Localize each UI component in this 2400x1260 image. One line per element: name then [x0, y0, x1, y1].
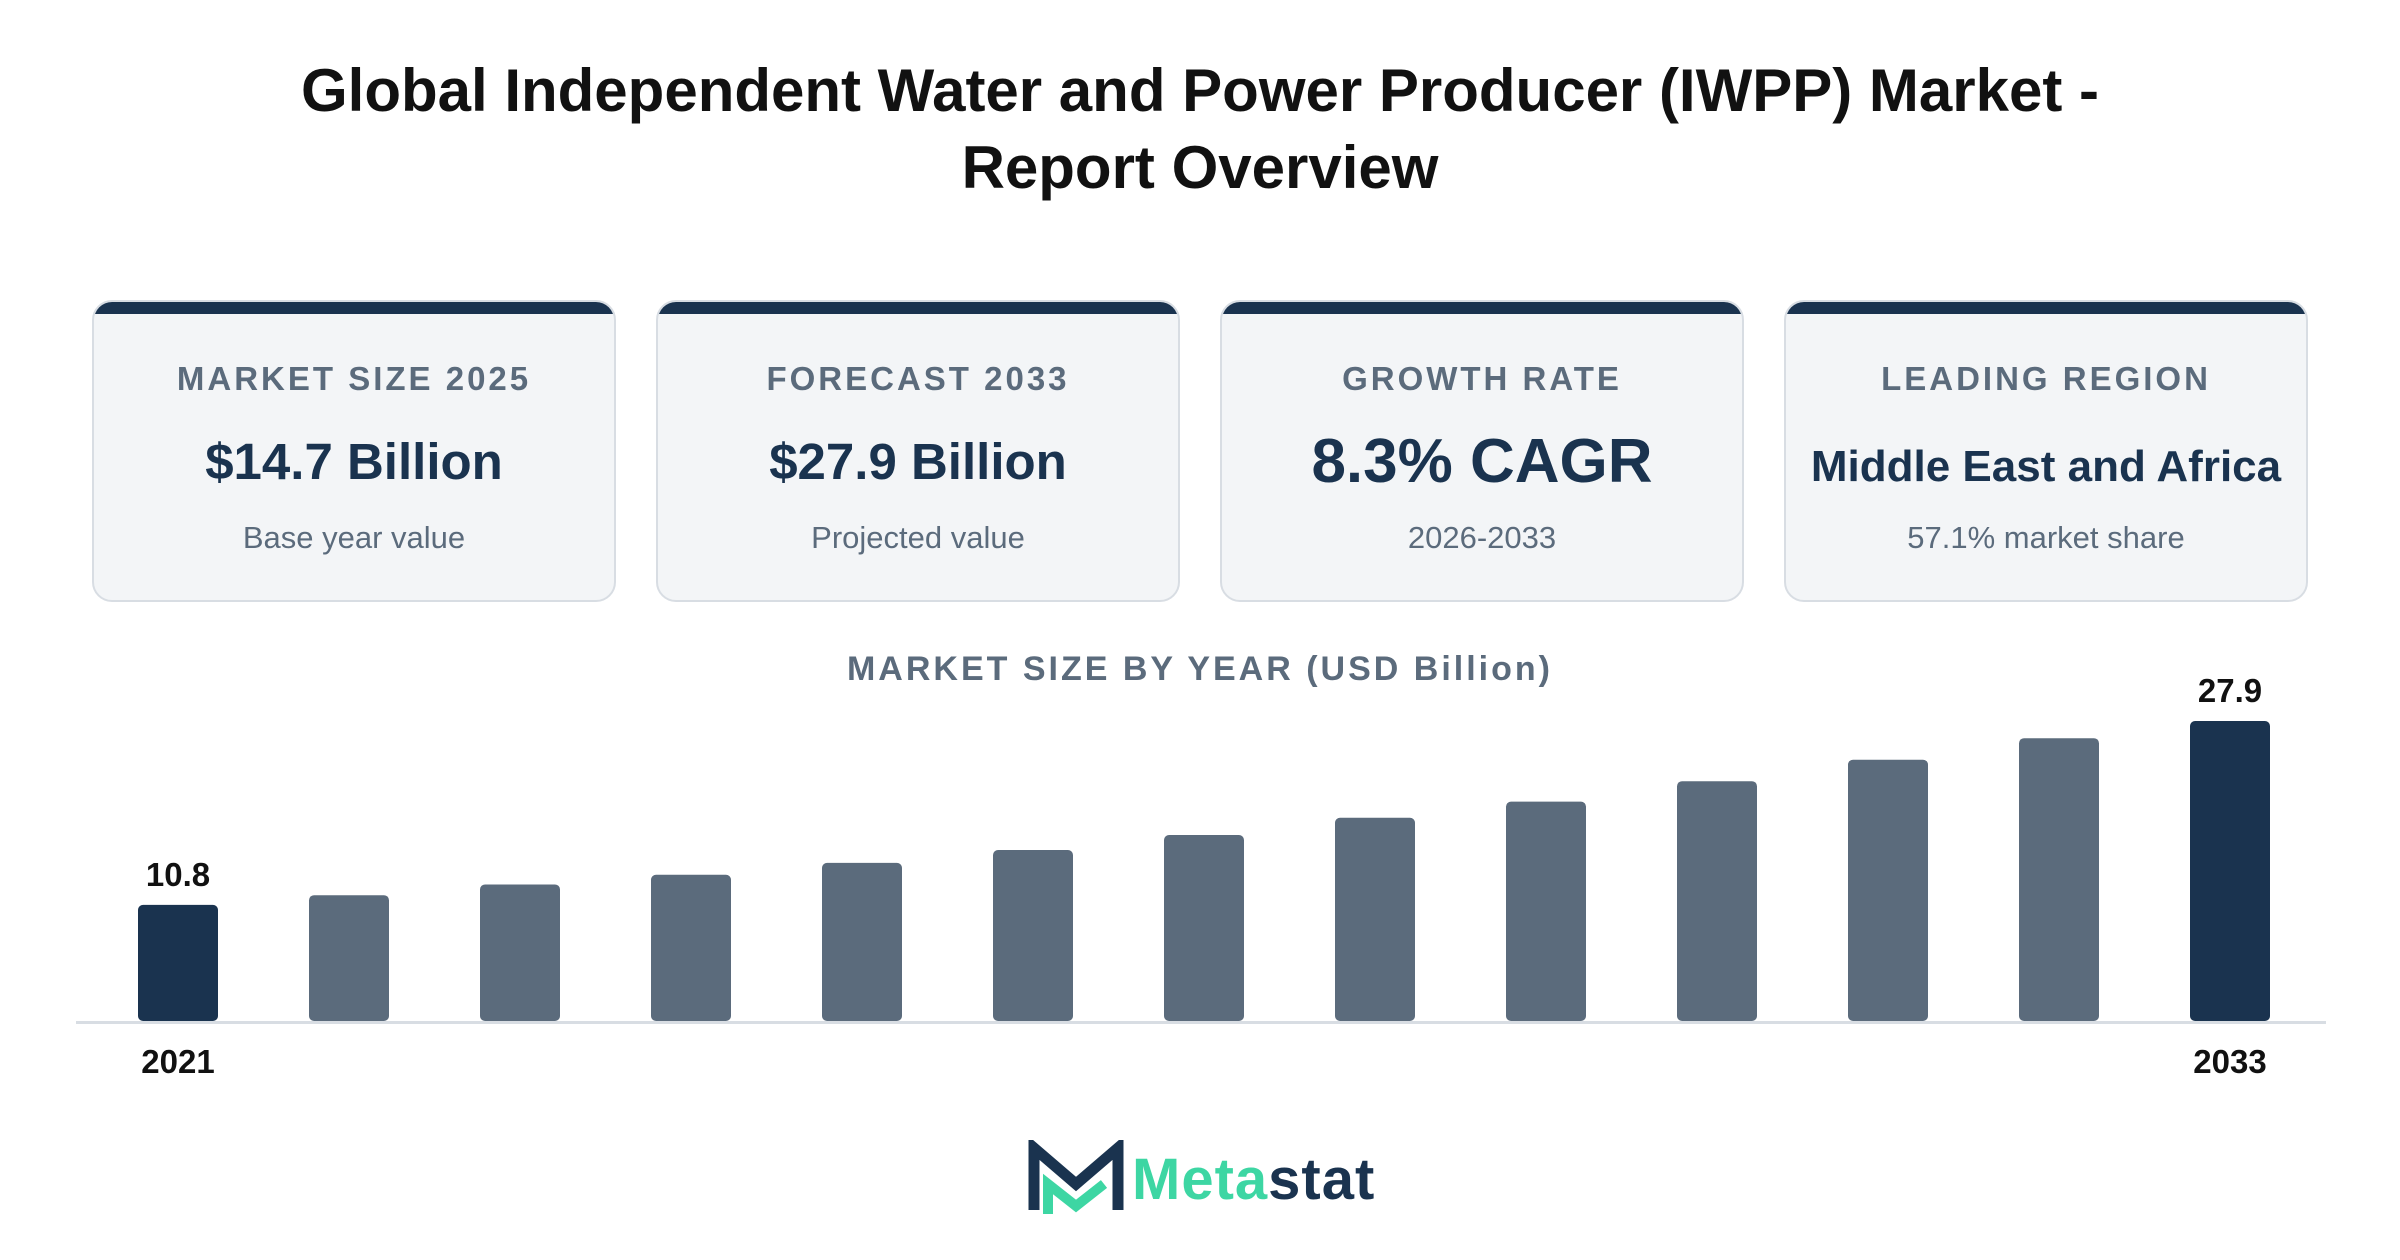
bar-2023 — [480, 884, 560, 1021]
x-tick-label: 2021 — [141, 1043, 214, 1080]
card-subtext: Base year value — [242, 520, 466, 555]
card-accent-bar — [658, 302, 1178, 314]
card-subtext: 2026-2033 — [1407, 520, 1557, 555]
bar-2021 — [138, 904, 218, 1021]
card-forecast: FORECAST 2033 $27.9 Billion Projected va… — [656, 300, 1180, 602]
card-value: $27.9 Billion — [769, 433, 1067, 490]
bar-2024 — [651, 874, 731, 1021]
bar-2028 — [1335, 817, 1415, 1021]
card-value: $14.7 Billion — [205, 433, 503, 490]
bar-2022 — [309, 895, 389, 1021]
card-growth-rate: GROWTH RATE 8.3% CAGR 2026-2033 — [1220, 300, 1744, 602]
chart-title: MARKET SIZE BY YEAR (USD Billion) — [846, 650, 1553, 688]
card-value: Middle East and Africa — [1810, 442, 2282, 491]
title-line-1: Global Independent Water and Power Produ… — [300, 57, 2099, 124]
bar-2026 — [993, 850, 1073, 1021]
card-accent-bar — [1786, 302, 2306, 314]
brand-wordmark: Metastat — [1132, 1146, 1375, 1213]
brand-logo: Metastat — [1026, 1140, 1396, 1220]
x-tick-label: 2033 — [2193, 1043, 2266, 1080]
brand-name-part-1: Meta — [1132, 1147, 1269, 1212]
card-market-size: MARKET SIZE 2025 $14.7 Billion Base year… — [92, 300, 616, 602]
card-label: MARKET SIZE 2025 — [176, 360, 532, 397]
card-leading-region: LEADING REGION Middle East and Africa 57… — [1784, 300, 2308, 602]
card-accent-bar — [1222, 302, 1742, 314]
bar-2030 — [1677, 781, 1757, 1021]
bar-2031 — [1848, 759, 1928, 1021]
bar-2033 — [2190, 721, 2270, 1021]
card-label: FORECAST 2033 — [766, 360, 1070, 397]
card-value: 8.3% CAGR — [1311, 427, 1653, 496]
bar-2032 — [2019, 738, 2099, 1021]
card-label: GROWTH RATE — [1342, 360, 1622, 397]
title-line-2: Report Overview — [961, 134, 1439, 201]
bar-2027 — [1164, 834, 1244, 1021]
card-accent-bar — [94, 302, 614, 314]
card-label: LEADING REGION — [1881, 360, 2211, 397]
card-subtext: Projected value — [811, 520, 1025, 555]
page-title: Global Independent Water and Power Produ… — [0, 52, 2400, 206]
stat-cards: MARKET SIZE 2025 $14.7 Billion Base year… — [92, 300, 2308, 602]
metastat-logo-icon — [1028, 1140, 1124, 1214]
brand-name-part-2: stat — [1268, 1147, 1376, 1212]
bar-2029 — [1506, 801, 1586, 1021]
bar-value-label: 27.9 — [2198, 672, 2262, 709]
bar-2025 — [822, 862, 902, 1021]
card-subtext: 57.1% market share — [1907, 520, 2185, 555]
bar-chart: 10.8 2021 27.9 2033 — [76, 672, 2326, 1080]
bar-value-label: 10.8 — [146, 856, 210, 893]
